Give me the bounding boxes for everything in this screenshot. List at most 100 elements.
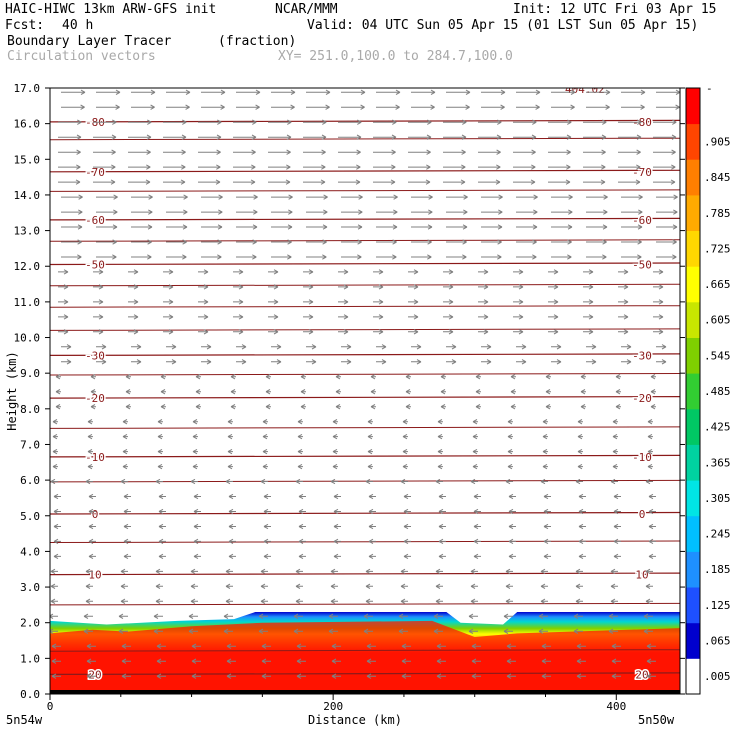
- wind-vector: [400, 478, 408, 485]
- wind-vector: [437, 448, 443, 455]
- wind-vector: [621, 89, 646, 95]
- wind-vector: [192, 448, 198, 455]
- wind-vector: [650, 389, 656, 395]
- wind-vector: [265, 389, 271, 395]
- wind-vector: [443, 269, 454, 275]
- wind-vector: [648, 523, 656, 530]
- wind-vector: [542, 419, 548, 425]
- wind-vector: [618, 284, 629, 290]
- wind-vector: [513, 164, 536, 170]
- contour-label: -60: [85, 214, 105, 227]
- wind-vector: [333, 523, 341, 530]
- wind-vector: [225, 478, 233, 485]
- wind-vector: [58, 284, 69, 290]
- wind-vector: [233, 284, 244, 290]
- wind-vector: [435, 478, 443, 485]
- wind-vector: [268, 149, 291, 155]
- wind-vector: [478, 179, 501, 185]
- wind-vector: [265, 404, 271, 410]
- wind-vector: [548, 164, 571, 170]
- wind-vector: [403, 523, 411, 530]
- wind-vector: [542, 433, 548, 440]
- model-title: HAIC-HIWC 13km ARW-GFS init: [5, 2, 217, 17]
- wind-vector: [55, 389, 61, 395]
- wind-vector: [611, 643, 621, 649]
- wind-vector: [446, 89, 471, 95]
- wind-vector: [158, 493, 166, 500]
- wind-vector: [271, 254, 292, 260]
- wind-vector: [125, 404, 131, 410]
- wind-vector: [223, 628, 233, 634]
- wind-vector: [402, 463, 408, 470]
- wind-vector: [85, 568, 93, 575]
- colorbar-frame: [685, 87, 701, 695]
- wind-vector: [306, 254, 327, 260]
- wind-vector: [201, 254, 222, 260]
- colorbar-label: .005: [704, 670, 731, 683]
- wind-vector: [61, 359, 72, 365]
- wind-vector: [446, 239, 467, 245]
- colorbar-label: .245: [704, 528, 731, 541]
- wind-vector: [192, 419, 198, 425]
- wind-vector: [338, 284, 349, 290]
- wind-vector: [123, 523, 131, 530]
- wind-vector: [503, 613, 513, 619]
- wind-vector: [440, 389, 446, 395]
- colorbar-segment: [686, 480, 700, 517]
- wind-vector: [131, 359, 142, 365]
- wind-vector: [583, 329, 594, 335]
- circulation-vectors: [50, 89, 680, 679]
- colorbar-segment: [686, 88, 700, 125]
- wind-vector: [87, 419, 93, 425]
- wind-vector: [153, 613, 163, 619]
- wind-vector: [376, 239, 397, 245]
- wind-vector: [506, 643, 516, 649]
- wind-vector: [96, 224, 118, 230]
- wind-vector: [96, 344, 107, 350]
- wind-vector: [233, 299, 244, 305]
- wind-vector: [367, 463, 373, 470]
- y-tick-label: 7.0: [20, 438, 40, 451]
- wind-vector: [621, 344, 632, 350]
- wind-vector: [88, 538, 96, 545]
- wind-vector: [198, 149, 221, 155]
- colorbar-label: .065: [704, 635, 731, 648]
- wind-vector: [330, 598, 338, 604]
- wind-vector: [403, 508, 411, 515]
- wind-vector: [443, 119, 467, 125]
- wind-vector: [332, 448, 338, 455]
- wind-vector: [586, 359, 597, 365]
- contour-label: -30: [632, 349, 652, 362]
- temperature-contour-line: [50, 454, 680, 458]
- wind-vector: [621, 104, 645, 110]
- wind-vector: [303, 299, 314, 305]
- wind-vector: [341, 224, 363, 230]
- wind-vector: [373, 149, 396, 155]
- wind-vector: [332, 433, 338, 440]
- colorbar-label: .485: [704, 385, 731, 398]
- wind-vector: [470, 568, 478, 575]
- wind-vector: [230, 374, 236, 380]
- wind-vector: [335, 389, 341, 395]
- wind-vector: [303, 179, 326, 185]
- wind-vector: [438, 553, 446, 560]
- wind-vector: [96, 239, 117, 245]
- wind-vector: [508, 508, 516, 515]
- wind-vector: [621, 254, 642, 260]
- contour-label: -30: [85, 349, 105, 362]
- wind-vector: [608, 628, 618, 634]
- wind-vector: [653, 269, 664, 275]
- wind-vector: [473, 523, 481, 530]
- wind-vector: [88, 493, 96, 500]
- wind-vector: [575, 598, 583, 604]
- wind-vector: [236, 224, 258, 230]
- wind-vector: [551, 104, 575, 110]
- wind-vector: [338, 269, 349, 275]
- wind-vector: [131, 344, 142, 350]
- wind-vector: [470, 598, 478, 604]
- wind-vector: [262, 419, 268, 425]
- wind-vector: [573, 628, 583, 634]
- wind-vector: [93, 299, 104, 305]
- y-tick-label: 16.0: [14, 118, 41, 131]
- wind-vector: [516, 359, 527, 365]
